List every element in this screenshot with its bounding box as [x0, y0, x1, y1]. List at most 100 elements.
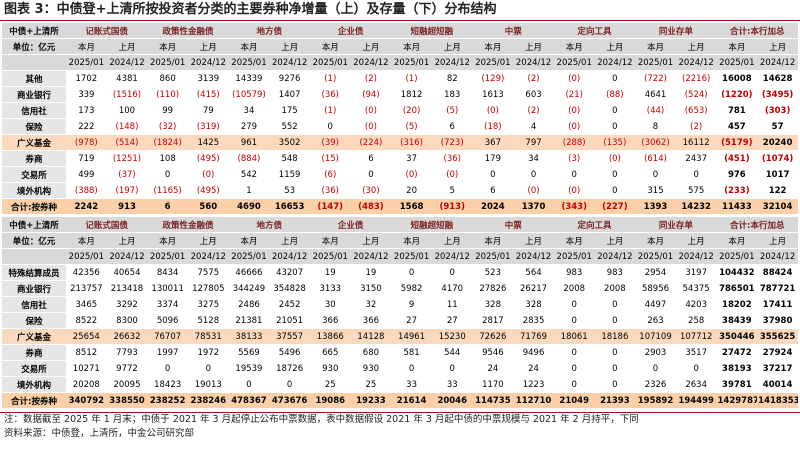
corner: 单位：亿元	[2, 38, 66, 55]
data-table: 中债+上清所 记账式国债 政策性金融债 地方债 企业债 短融超短融 中票 定向工具 同业存单 合计…	[2, 23, 798, 215]
cell: 9276	[269, 70, 310, 87]
cell: 315	[635, 182, 676, 199]
cell: 9546	[472, 344, 514, 361]
cell: (288)	[553, 134, 595, 151]
data-row: 交易所 10271 9772 0 0 19539 18726 930 930 0 0 24 24 0 0 0 0…	[2, 360, 798, 377]
group-header: 中票	[472, 217, 554, 233]
cell: 19	[350, 264, 392, 281]
date: 2024/12	[187, 248, 229, 265]
cell: (1165)	[147, 182, 188, 199]
date: 2025/01	[553, 54, 595, 71]
date: 2025/01	[716, 248, 758, 265]
date: 2024/12	[431, 248, 473, 265]
cell: (2)	[675, 118, 717, 135]
cell: 37980	[757, 312, 798, 329]
data-row: 信用社 173 100 99 79 34 175 (1) (0) (20) (5) (0) (2) (0)…	[2, 102, 798, 119]
group-header: 短融超短融	[391, 217, 473, 233]
cell: 238252	[147, 392, 188, 409]
cell: 1223	[513, 376, 554, 393]
period: 上月	[350, 232, 392, 249]
cell: (0)	[350, 102, 392, 119]
date: 2025/01	[228, 248, 270, 265]
cell: 107712	[675, 328, 717, 345]
cell: 1	[228, 182, 270, 199]
cell: 4203	[675, 296, 717, 313]
cell: 100	[106, 102, 148, 119]
cell: 173	[66, 102, 107, 119]
cell: 26632	[106, 328, 148, 345]
cell: 581	[391, 344, 432, 361]
group-header: 地方债	[228, 23, 310, 39]
row-label: 特殊结算成员	[2, 264, 66, 281]
cell: 24	[513, 360, 554, 377]
period: 本月	[228, 232, 270, 249]
cell: 20046	[431, 392, 473, 409]
cell: 14128	[350, 328, 392, 345]
cell: 18202	[716, 296, 758, 313]
data-row: 信用社 3465 3292 3374 3275 2486 2452 30 32 9 11 328 328…	[2, 296, 798, 313]
cell: 0	[594, 118, 636, 135]
cell: (0)	[391, 166, 432, 183]
cell: (0)	[594, 150, 636, 167]
row-label: 商业银行	[2, 86, 66, 103]
data-row: 广义基金 (978) (514) (1824) 1425 961 3502 (39) (224)…	[2, 134, 798, 151]
cell: 14961	[391, 328, 432, 345]
date: 2025/01	[309, 54, 351, 71]
cell: 860	[147, 70, 188, 87]
row-label: 境外机构	[2, 182, 66, 199]
row-label: 商业银行	[2, 280, 66, 297]
period: 上月	[187, 38, 229, 55]
cell: (722)	[635, 70, 676, 87]
cell: 9	[391, 296, 432, 313]
period: 上月	[757, 232, 798, 249]
cell: (483)	[350, 198, 392, 215]
header-row: 单位：亿元 本月 上月 本月 上月 本月 上月 本月 上月 本月 上月 本月 上月 本月 上月 本月 上月 本月上…	[2, 38, 798, 55]
group-header: 同业存单	[635, 217, 717, 233]
period: 上月	[675, 232, 717, 249]
period: 本月	[309, 232, 351, 249]
cell: (227)	[594, 198, 636, 215]
period: 本月	[147, 38, 188, 55]
cell: 127805	[187, 280, 229, 297]
date: 2025/01	[635, 54, 676, 71]
date: 2025/01	[147, 54, 188, 71]
cell: (36)	[309, 86, 351, 103]
cell: 179	[472, 150, 514, 167]
cell: 3465	[66, 296, 107, 313]
data-row: 特殊结算成员 42356 40654 8434 7575 46666 43207 19 19 0 0…	[2, 264, 798, 281]
cell: 183	[431, 86, 473, 103]
cell: 21614	[391, 392, 432, 409]
cell: (0)	[431, 166, 473, 183]
date: 2025/01	[66, 248, 107, 265]
cell: 3292	[106, 296, 148, 313]
row-label: 保险	[2, 118, 66, 135]
cell: 1702	[66, 70, 107, 87]
cell: 0	[513, 166, 554, 183]
cell: 1407	[269, 86, 310, 103]
cell: 34	[228, 102, 270, 119]
cell: (1516)	[106, 86, 148, 103]
cell: 5569	[228, 344, 270, 361]
cell: 2024	[472, 198, 514, 215]
period: 本月	[66, 232, 107, 249]
cell: 0	[594, 360, 636, 377]
cell: 976	[716, 166, 758, 183]
cell: (110)	[147, 86, 188, 103]
cell: 3374	[147, 296, 188, 313]
cell: 0	[553, 360, 595, 377]
period: 本月	[716, 38, 758, 55]
cell: 473676	[269, 392, 310, 409]
cell: 27	[431, 312, 473, 329]
group-header: 记账式国债	[66, 23, 148, 39]
note: 注：数据截至 2025 年 1 月末；中债于 2021 年 3 月起停止公布中票…	[4, 414, 639, 425]
cell: (653)	[675, 102, 717, 119]
cell: 19013	[187, 376, 229, 393]
cell: 548	[269, 150, 310, 167]
cell: 0	[594, 166, 636, 183]
cell: 2954	[635, 264, 676, 281]
cell: 38439	[716, 312, 758, 329]
date: 2025/01	[391, 248, 432, 265]
cell: (388)	[66, 182, 107, 199]
cell: 1425	[187, 134, 229, 151]
date: 2025/01	[391, 54, 432, 71]
